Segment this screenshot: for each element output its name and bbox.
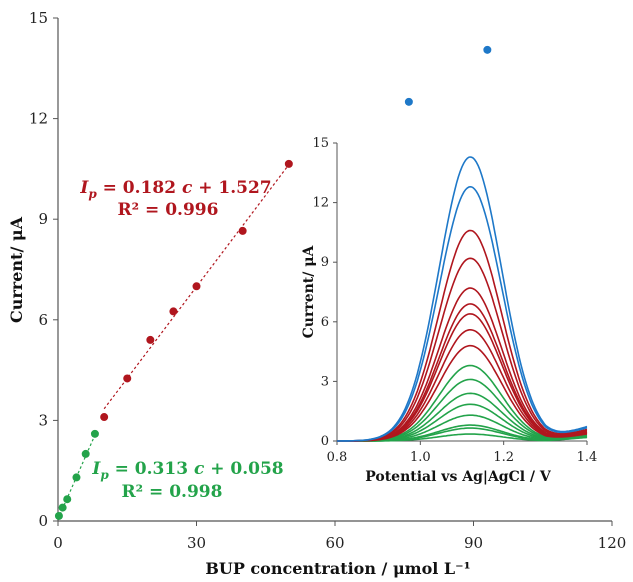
inset-x-tick-label: 1.0: [410, 450, 431, 465]
main-x-ticks: 0 30 60 90 120: [53, 521, 626, 552]
main-y-tick-label: 6: [38, 311, 48, 329]
green-eq-sub: p: [100, 468, 109, 482]
data-point-series-0: [58, 503, 67, 512]
inset-y-tick-label: 12: [312, 196, 329, 211]
red-eq-rest: = 0.182: [97, 178, 182, 198]
inset-y-tick-label: 0: [321, 434, 329, 449]
green-eq-var: I: [91, 459, 101, 479]
red-fit-equation: Ip = 0.182 c + 1.527 R² = 0.996: [79, 178, 271, 220]
main-x-tick-label: 60: [325, 534, 344, 552]
data-point-series-0: [72, 473, 81, 482]
data-point-series-0: [54, 511, 63, 520]
green-eq-c: c: [194, 459, 205, 479]
main-y-axis-title: Current/ μA: [7, 216, 26, 323]
data-point-series-2: [404, 97, 413, 106]
main-y-tick-label: 3: [38, 411, 48, 429]
main-x-tick-label: 120: [598, 534, 627, 552]
inset-y-ticks: 0 3 6 9 12 15: [312, 136, 337, 449]
green-eq-rest: = 0.313: [109, 459, 194, 479]
inset-x-tick-label: 1.4: [577, 450, 598, 465]
data-point-series-2: [483, 45, 492, 54]
svg-text:Ip = 0.313 c + 0.058: Ip = 0.313 c + 0.058: [91, 459, 283, 482]
main-y-ticks: 0 3 6 9 12 15: [29, 9, 58, 530]
inset-x-tick-label: 1.2: [493, 450, 514, 465]
main-y-tick-label: 9: [38, 210, 48, 228]
red-eq-c: c: [182, 178, 193, 198]
data-point-series-1: [284, 159, 293, 168]
fit-line-1: [103, 164, 290, 410]
inset-background: [337, 143, 587, 441]
inset-y-tick-label: 3: [321, 374, 329, 389]
green-fit-r2: R² = 0.998: [122, 482, 223, 502]
main-x-axis-title: BUP concentration / μmol L⁻¹: [205, 559, 470, 578]
main-y-tick-label: 15: [29, 9, 48, 27]
svg-text:Ip = 0.182 c + 1.527: Ip = 0.182 c + 1.527: [79, 178, 271, 201]
inset-voltammograms: [337, 156, 588, 442]
inset-x-tick-label: 0.8: [327, 450, 348, 465]
main-data-points: [54, 45, 492, 520]
red-eq-sub: p: [88, 187, 97, 201]
green-fit-equation: Ip = 0.313 c + 0.058 R² = 0.998: [91, 459, 283, 502]
main-y-tick-label: 0: [38, 512, 48, 530]
data-point-series-1: [146, 335, 155, 344]
inset-x-axis-title: Potential vs Ag|AgCl / V: [365, 469, 552, 485]
green-eq-tail: + 0.058: [204, 459, 283, 479]
main-x-tick-label: 0: [53, 534, 63, 552]
inset-y-tick-label: 6: [321, 315, 329, 330]
data-point-series-1: [169, 307, 178, 316]
data-point-series-0: [81, 449, 90, 458]
data-point-series-1: [238, 226, 247, 235]
voltammogram-curve-16: [337, 156, 588, 442]
inset-y-tick-label: 9: [321, 255, 329, 270]
data-point-series-1: [100, 413, 109, 422]
data-point-series-1: [192, 282, 201, 291]
main-y-tick-label: 12: [29, 110, 48, 128]
data-point-series-0: [90, 429, 99, 438]
red-eq-tail: + 1.527: [192, 178, 271, 198]
main-x-tick-label: 30: [187, 534, 206, 552]
inset-y-tick-label: 15: [312, 136, 329, 151]
inset-y-axis-title: Current/ μA: [301, 245, 317, 339]
red-eq-var: I: [79, 178, 89, 198]
data-point-series-1: [123, 374, 132, 383]
data-point-series-0: [63, 495, 72, 504]
red-fit-r2: R² = 0.996: [118, 200, 219, 220]
main-x-tick-label: 90: [464, 534, 483, 552]
inset-x-ticks: 0.8 1.0 1.2 1.4: [327, 441, 598, 465]
